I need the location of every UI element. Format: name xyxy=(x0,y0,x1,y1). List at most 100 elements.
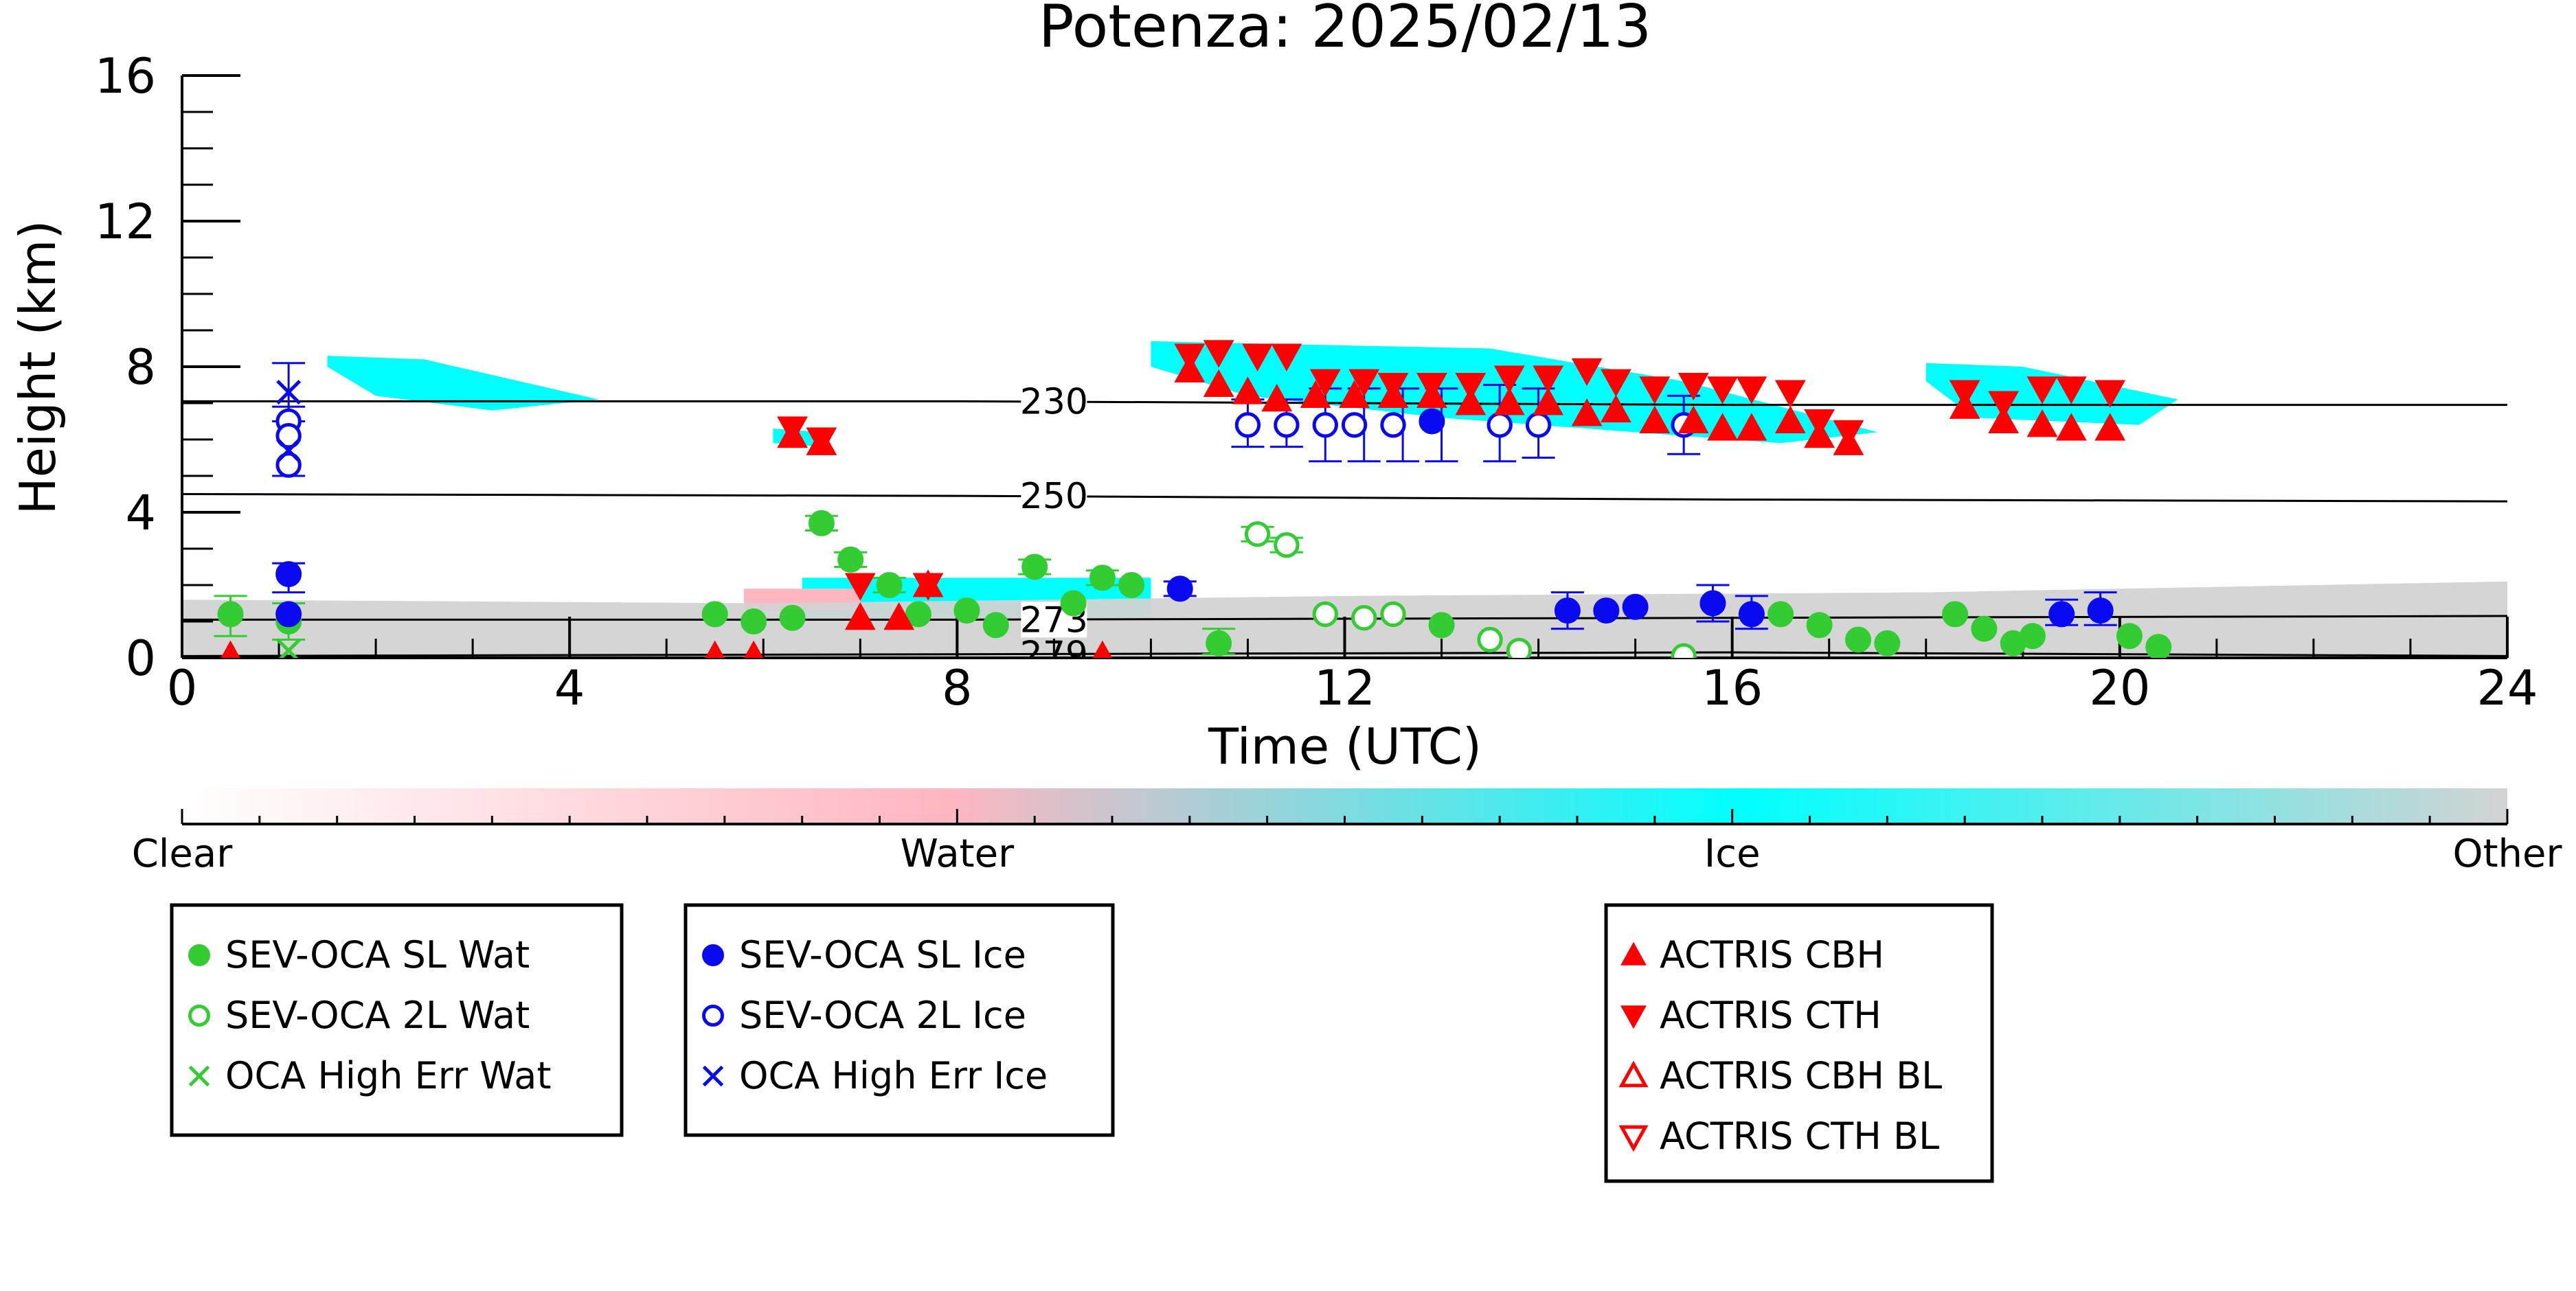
point-actris-cth xyxy=(1988,391,2019,419)
chart-title: Potenza: 2025/02/13 xyxy=(1039,0,1651,61)
contour-label: 250 xyxy=(1020,476,1088,517)
point-actris-cbh xyxy=(1774,405,1806,434)
legend-swatch xyxy=(188,1005,210,1027)
y-tick-label: 16 xyxy=(95,48,156,104)
point-actris-cth xyxy=(1639,376,1671,404)
point-sev-oca-2l-wat xyxy=(1351,605,1377,631)
point-actris-cth xyxy=(1571,358,1603,387)
point-sev-oca-sl-ice xyxy=(1419,408,1445,435)
point-sev-oca-sl-ice xyxy=(275,561,302,588)
legend-entry-label: ACTRIS CBH xyxy=(1660,933,1884,976)
point-sev-oca-sl-ice xyxy=(1593,597,1620,624)
point-oca-high-err-wat xyxy=(276,638,302,658)
legend-swatch xyxy=(1618,1060,1649,1088)
class-colorbar: Clear Water Ice Other xyxy=(132,788,2562,876)
point-actris-cth xyxy=(1377,372,1409,401)
point-sev-oca-sl-wat xyxy=(217,601,244,628)
point-sev-oca-sl-wat xyxy=(701,601,728,628)
point-sev-oca-sl-ice xyxy=(1622,593,1649,620)
point-actris-cth xyxy=(1677,372,1709,401)
point-sev-oca-sl-wat xyxy=(808,510,835,536)
point-actris-cth xyxy=(1455,372,1487,401)
legend-entry-label: ACTRIS CTH xyxy=(1660,994,1882,1037)
legend-entry-label: SEV-OCA SL Ice xyxy=(739,933,1026,976)
point-sev-oca-2l-ice xyxy=(275,423,302,449)
point-actris-cbh xyxy=(1203,369,1234,398)
x-tick-label: 12 xyxy=(1314,660,1375,716)
point-actris-cth xyxy=(1833,420,1864,448)
point-sev-oca-2l-ice xyxy=(1487,412,1513,438)
legend-swatch xyxy=(188,944,210,966)
point-actris-cth xyxy=(2026,376,2058,404)
point-actris-cth xyxy=(844,573,876,601)
point-actris-cbh xyxy=(744,640,764,658)
x-tick-label: 24 xyxy=(2476,660,2538,716)
point-sev-oca-sl-wat xyxy=(1767,601,1794,628)
point-sev-oca-sl-ice xyxy=(1166,575,1193,602)
point-actris-cth xyxy=(1774,380,1806,408)
point-sev-oca-sl-wat xyxy=(1118,572,1145,598)
point-actris-cbh xyxy=(1092,640,1113,658)
legend-entry-label: SEV-OCA 2L Ice xyxy=(739,994,1026,1037)
point-actris-cth xyxy=(1309,369,1341,397)
point-sev-oca-2l-wat xyxy=(1506,637,1533,658)
legend-box xyxy=(1604,903,1994,1183)
point-actris-cth xyxy=(912,573,944,601)
y-tick-label: 4 xyxy=(125,485,156,541)
point-sev-oca-sl-ice xyxy=(1699,590,1726,617)
point-actris-cbh xyxy=(1533,387,1564,415)
point-actris-cth xyxy=(1242,343,1273,372)
point-actris-cbh xyxy=(1261,383,1293,412)
legend-swatch xyxy=(188,1065,210,1087)
colorbar-label: Clear xyxy=(132,832,233,876)
point-actris-cbh xyxy=(221,640,240,658)
point-actris-cth xyxy=(1416,372,1447,401)
x-tick-label: 0 xyxy=(167,660,198,716)
point-actris-cbh xyxy=(1736,413,1767,441)
point-actris-cth xyxy=(1174,343,1206,372)
contour-line xyxy=(182,493,2507,503)
point-actris-cbh xyxy=(2055,413,2087,441)
point-actris-cbh xyxy=(1493,387,1525,415)
point-actris-cth xyxy=(1493,365,1525,393)
point-actris-cbh xyxy=(1601,394,1631,423)
point-sev-oca-2l-ice xyxy=(1525,412,1552,438)
point-sev-oca-2l-ice xyxy=(275,452,302,478)
y-tick-label: 12 xyxy=(95,194,156,250)
legend-entry-label: SEV-OCA 2L Wat xyxy=(225,994,530,1037)
legend-entry-label: ACTRIS CTH BL xyxy=(1660,1115,1939,1158)
point-sev-oca-sl-wat xyxy=(1942,601,1969,628)
point-actris-cbh xyxy=(1339,380,1370,408)
point-actris-cbh xyxy=(2094,413,2126,441)
point-sev-oca-sl-wat xyxy=(2116,623,2143,650)
point-actris-cbh xyxy=(1455,387,1487,415)
point-oca-high-err-ice xyxy=(276,380,302,405)
point-sev-oca-sl-wat xyxy=(1874,630,1901,656)
point-sev-oca-sl-wat xyxy=(953,597,980,624)
point-actris-cth xyxy=(1533,365,1564,393)
colorbar-label: Ice xyxy=(1704,832,1761,876)
x-tick-label: 4 xyxy=(554,660,585,716)
y-axis-label: Height (km) xyxy=(9,220,67,515)
colorbar-label: Water xyxy=(901,832,1015,876)
point-oca-high-err-ice xyxy=(276,437,302,463)
legend-swatch xyxy=(1620,941,1647,966)
point-actris-cth xyxy=(1348,369,1380,397)
point-actris-cbh xyxy=(1677,405,1709,434)
point-sev-oca-sl-wat xyxy=(837,546,864,573)
point-actris-cbh xyxy=(883,602,915,630)
point-actris-cth xyxy=(1271,343,1302,372)
point-sev-oca-sl-ice xyxy=(1738,601,1765,628)
point-actris-cth xyxy=(1949,380,1980,408)
point-sev-oca-2l-wat xyxy=(1380,601,1406,628)
legend-box xyxy=(170,903,624,1137)
legend-box xyxy=(683,903,1115,1137)
point-sev-oca-2l-ice xyxy=(1312,412,1338,438)
point-sev-oca-sl-wat xyxy=(2145,634,2172,658)
point-sev-oca-2l-wat xyxy=(1671,643,1697,658)
point-actris-cbh xyxy=(844,602,876,630)
point-sev-oca-sl-wat xyxy=(1060,590,1087,617)
colorbar-label: Other xyxy=(2452,832,2562,876)
